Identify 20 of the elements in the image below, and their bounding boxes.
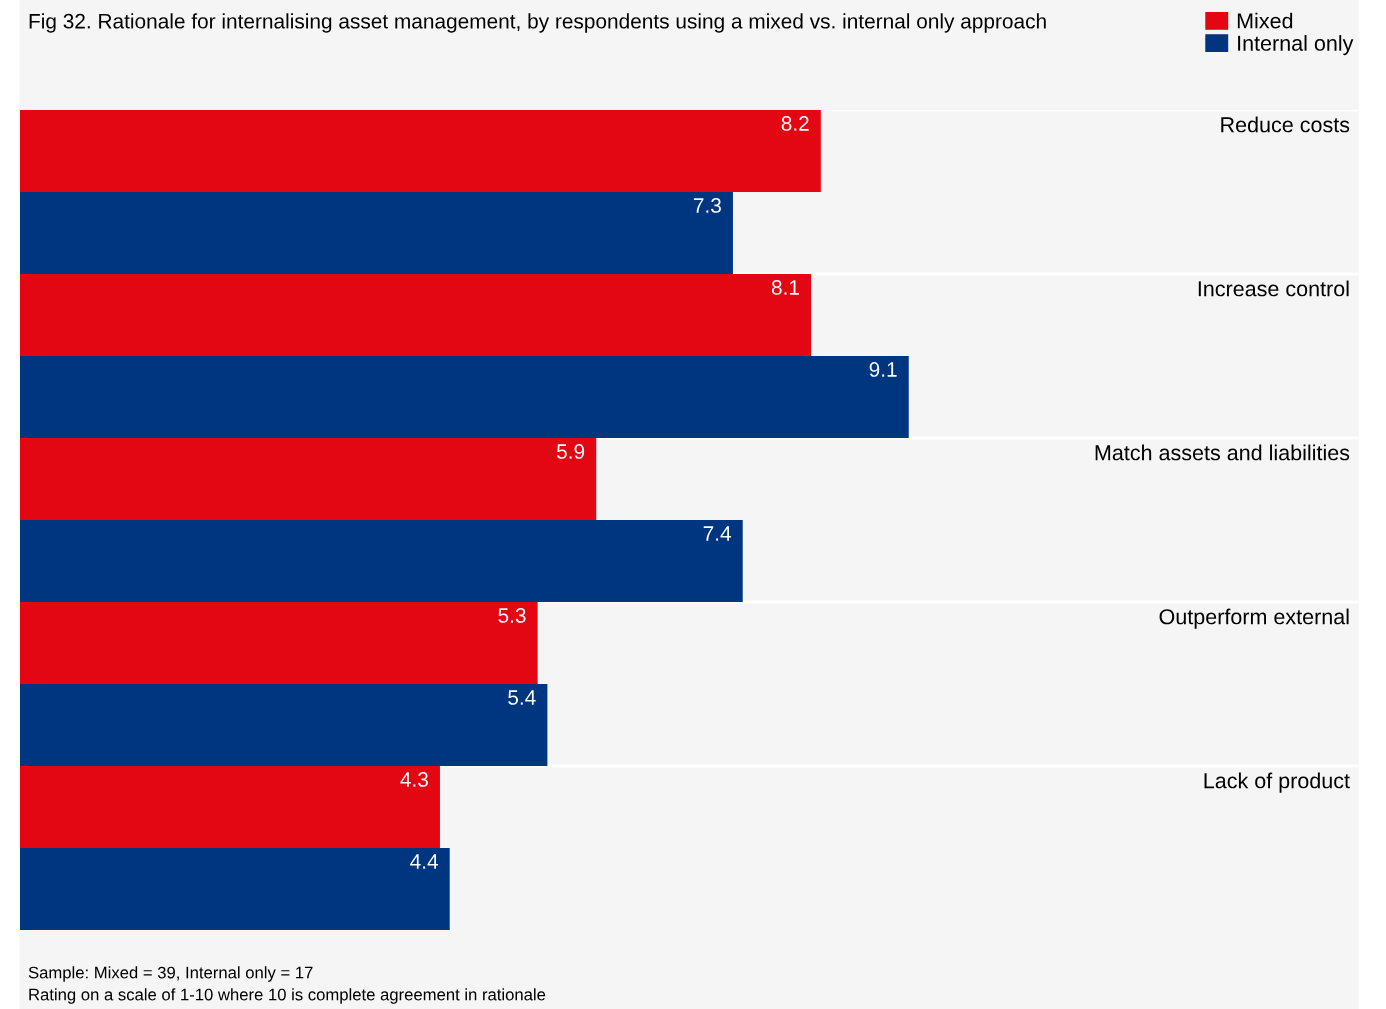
y-tick-label: Match assets and liabilities: [1095, 444, 1350, 461]
data-label: 5.3: [498, 608, 526, 623]
legend-label: Internal only: [1238, 35, 1354, 56]
data-label: 8.2: [781, 116, 809, 131]
y-tick-label: Lack of product: [1204, 772, 1350, 793]
data-label: 7.4: [703, 526, 731, 541]
data-label: 5.4: [508, 690, 536, 705]
data-label: 4.3: [400, 772, 428, 787]
data-label: 4.4: [410, 854, 438, 869]
y-tick-label: Outperform external: [1159, 608, 1349, 629]
y-tick-label: Reduce costs: [1221, 116, 1350, 133]
data-label: 5.9: [556, 444, 585, 459]
data-label: 9.1: [869, 362, 897, 377]
legend-label: Mixed: [1237, 12, 1293, 29]
data-label: 8.1: [771, 280, 799, 295]
y-tick-label: Increase control: [1198, 280, 1349, 297]
data-label: 7.3: [693, 198, 721, 213]
annotation: Sample: Mixed = 39, Internal only = 17: [28, 966, 313, 982]
text: Fig 32. Rationale for internalising asset management, by respondents using a mixed vs. internal only approach: [29, 13, 1046, 33]
annotation: Rating on a scale of 1-10 where 10 is complete agreement in rationale: [29, 988, 546, 1004]
